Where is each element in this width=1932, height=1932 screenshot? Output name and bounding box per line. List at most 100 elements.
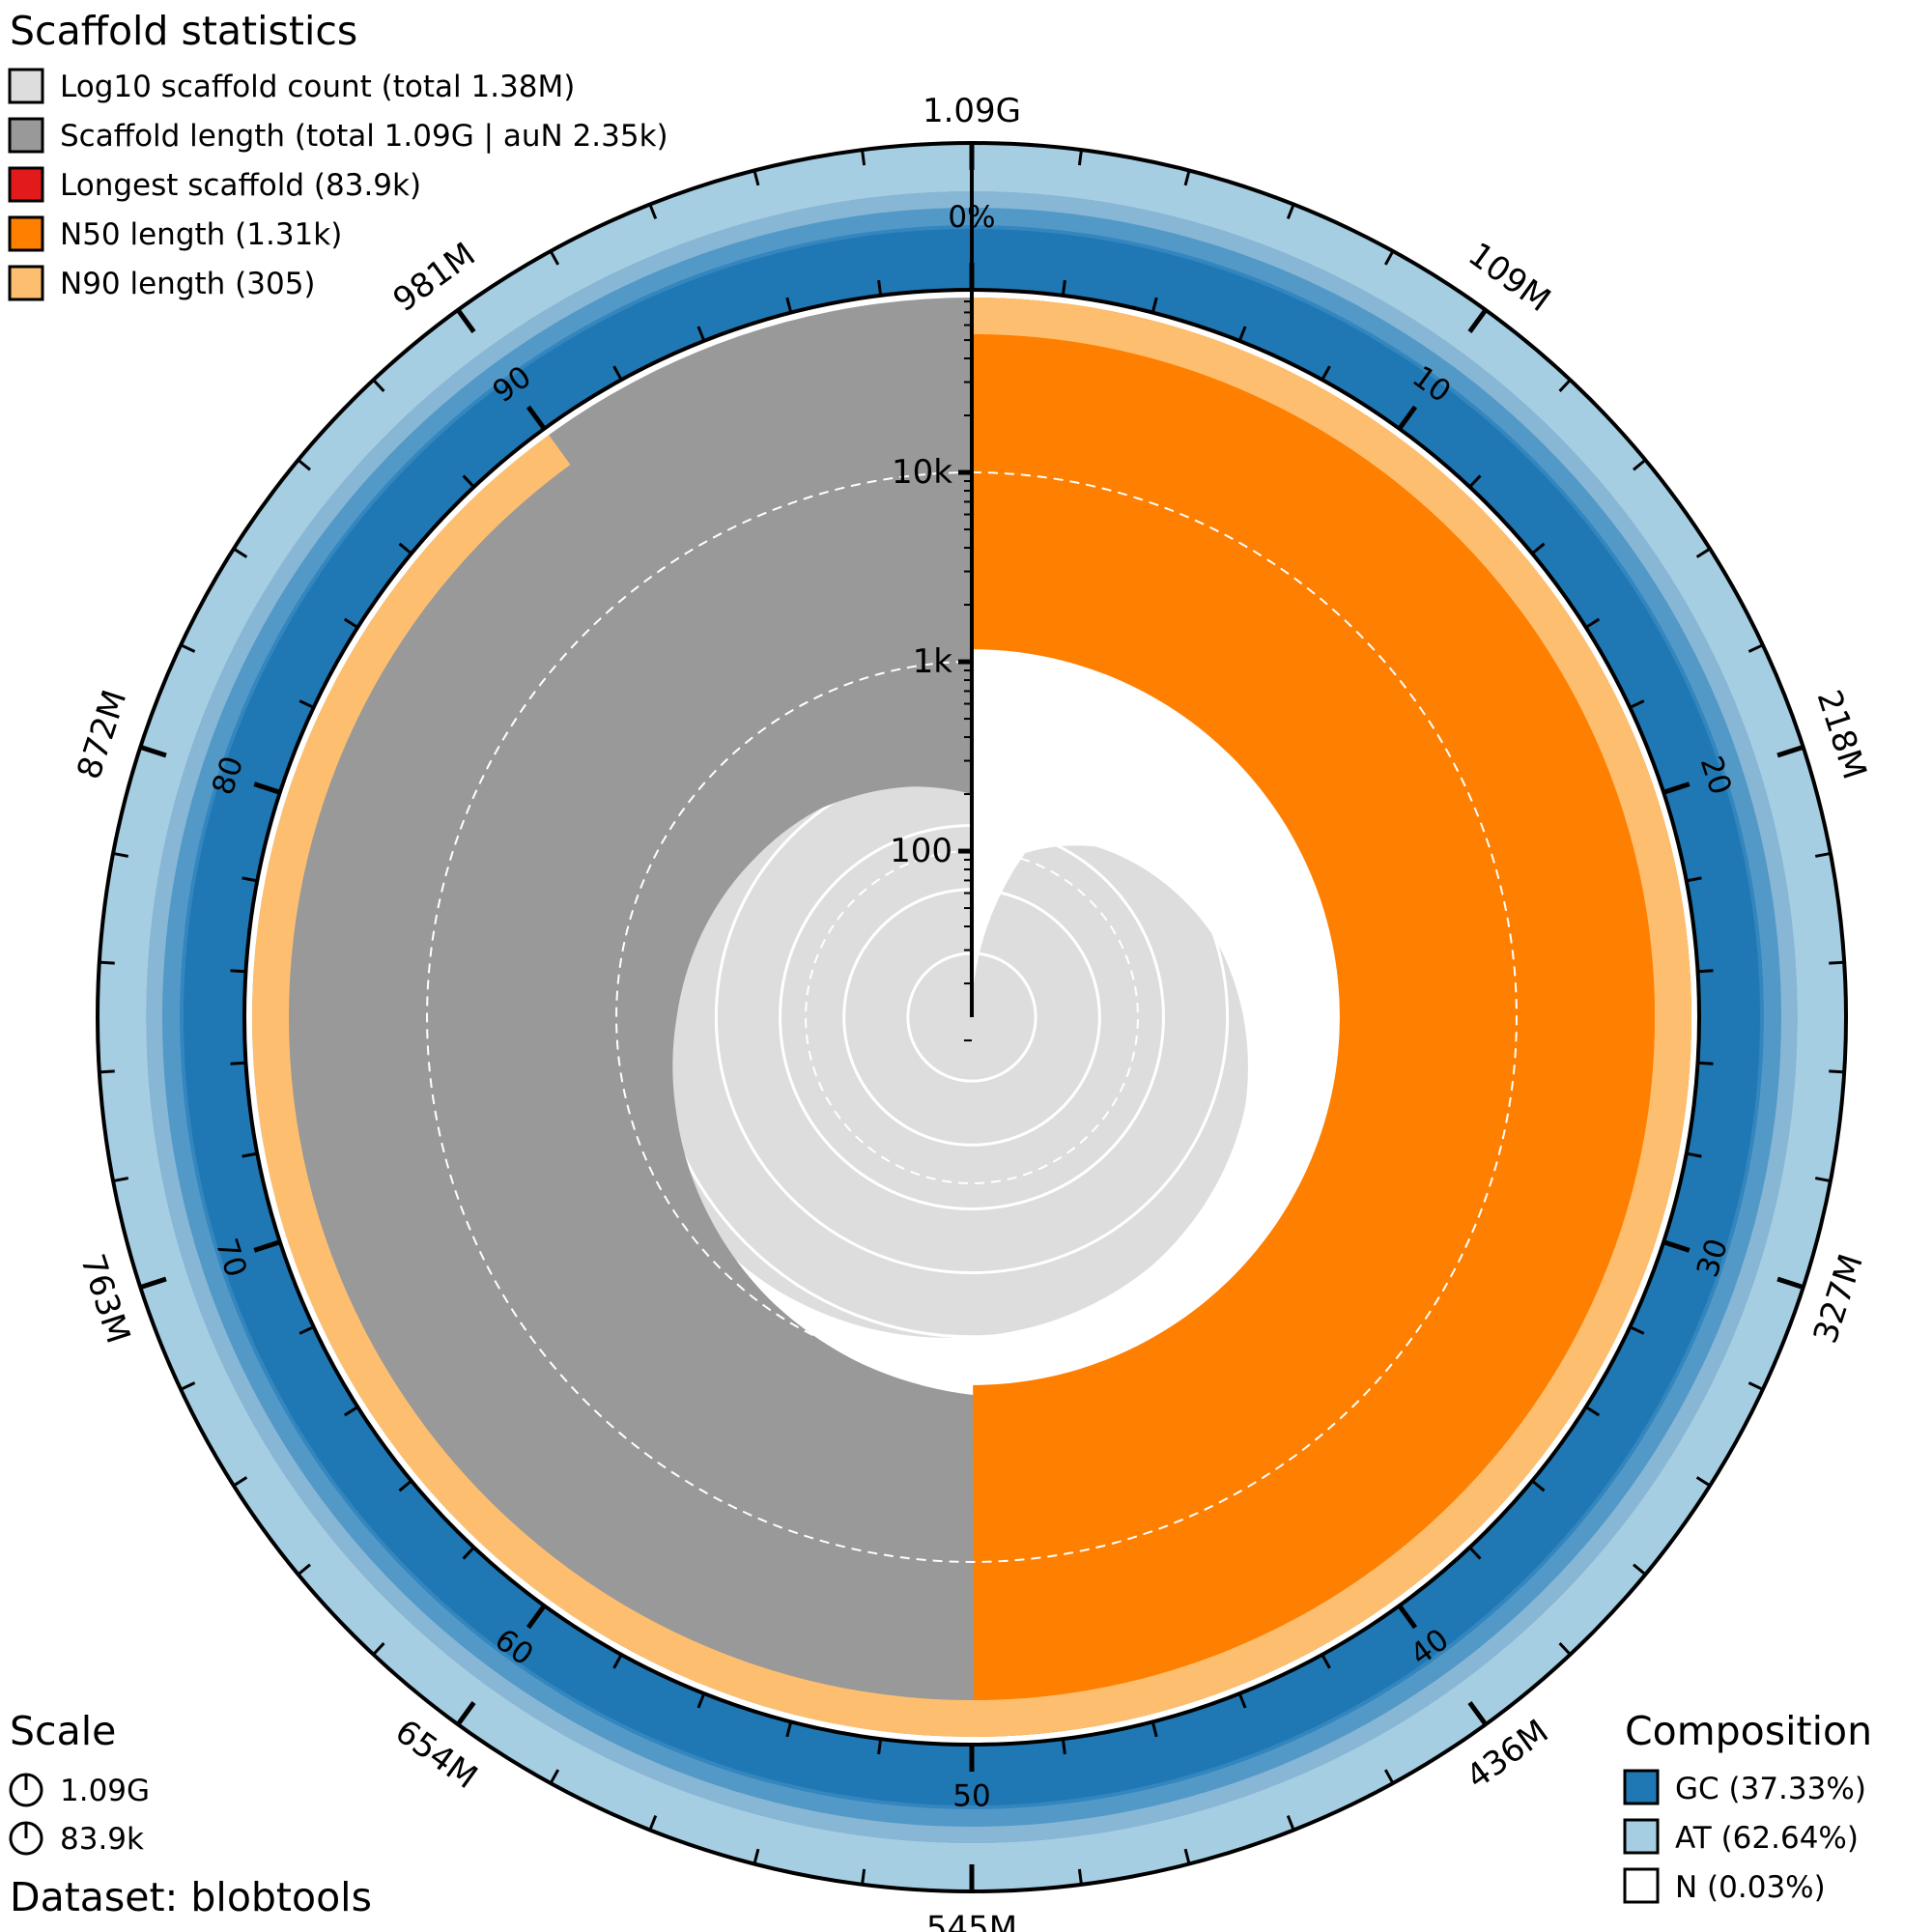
percent-minor-tick bbox=[1531, 542, 1546, 555]
legend-swatch-count bbox=[8, 68, 44, 104]
outer-major-tick bbox=[139, 1276, 167, 1291]
percent-minor-tick bbox=[398, 542, 412, 555]
outer-minor-tick bbox=[1558, 1642, 1572, 1656]
percent-minor-tick bbox=[343, 617, 359, 629]
outer-minor-tick bbox=[648, 204, 658, 219]
percent-minor-tick bbox=[1061, 1738, 1066, 1755]
percent-minor-tick bbox=[1584, 1406, 1601, 1417]
percent-minor-tick bbox=[877, 1738, 883, 1755]
outer-minor-tick bbox=[1829, 1069, 1845, 1074]
composition-label-at: AT (62.64%) bbox=[1675, 1821, 1859, 1856]
percent-minor-tick bbox=[1697, 969, 1714, 974]
outer-tick-label: 218M bbox=[1809, 686, 1874, 784]
outer-minor-tick bbox=[1814, 851, 1832, 858]
scale-title: Scale bbox=[10, 1708, 116, 1754]
percent-minor-tick bbox=[785, 297, 793, 314]
composition-legend: Composition GC (37.33%) AT (62.64%) N (0… bbox=[1623, 1708, 1872, 1905]
outer-minor-tick bbox=[753, 1848, 760, 1864]
outer-major-tick bbox=[456, 308, 476, 333]
nx-bands bbox=[252, 298, 1692, 1737]
percent-minor-tick bbox=[877, 279, 883, 297]
percent-major-tick bbox=[526, 1604, 547, 1630]
outer-major-tick bbox=[456, 1701, 476, 1726]
percent-minor-tick bbox=[1531, 1479, 1546, 1492]
percent-minor-tick bbox=[230, 969, 246, 974]
length-axis-label: 10k bbox=[892, 453, 952, 492]
legend-label-n50: N50 length (1.31k) bbox=[60, 217, 342, 252]
percent-minor-tick bbox=[1151, 297, 1158, 314]
length-axis-label: 100 bbox=[890, 832, 952, 870]
composition-swatch-at bbox=[1623, 1818, 1660, 1855]
outer-major-tick bbox=[1467, 1701, 1488, 1726]
outer-minor-tick bbox=[372, 379, 385, 392]
percent-minor-tick bbox=[1686, 876, 1702, 883]
outer-major-tick bbox=[1776, 1276, 1804, 1291]
outer-major-tick bbox=[139, 744, 167, 758]
percent-tick-label: 50 bbox=[952, 1779, 990, 1814]
outer-minor-tick bbox=[372, 1642, 385, 1656]
axes bbox=[96, 141, 1848, 1893]
percent-minor-tick bbox=[1686, 1151, 1702, 1158]
legend-swatch-longest bbox=[8, 166, 44, 203]
outer-minor-tick bbox=[1183, 1848, 1191, 1864]
outer-minor-tick bbox=[1383, 250, 1395, 266]
outer-minor-tick bbox=[297, 1563, 311, 1577]
outer-major-tick bbox=[1467, 308, 1488, 333]
legend-swatch-n90 bbox=[8, 265, 44, 301]
percent-minor-tick bbox=[242, 1151, 258, 1158]
outer-minor-tick bbox=[1633, 1563, 1647, 1577]
composition-item-gc: GC (37.33%) bbox=[1623, 1769, 1866, 1806]
legend-label-longest: Longest scaffold (83.9k) bbox=[60, 168, 421, 203]
legend-label-length: Scaffold length (total 1.09G | auN 2.35k… bbox=[60, 119, 668, 154]
composition-title: Composition bbox=[1625, 1708, 1872, 1754]
percent-minor-tick bbox=[230, 1061, 246, 1065]
percent-minor-tick bbox=[298, 699, 315, 709]
outer-minor-tick bbox=[1077, 149, 1083, 166]
length-reference-arc bbox=[615, 661, 1329, 1374]
percent-minor-tick bbox=[1468, 1546, 1482, 1560]
composition-item-at: AT (62.64%) bbox=[1623, 1818, 1859, 1856]
outer-minor-tick bbox=[1183, 170, 1191, 186]
outer-minor-tick bbox=[1695, 547, 1711, 558]
percent-minor-tick bbox=[612, 1654, 623, 1669]
outer-minor-tick bbox=[297, 458, 311, 471]
legend-item-count: Log10 scaffold count (total 1.38M) bbox=[8, 68, 575, 104]
composition-swatch-n bbox=[1623, 1867, 1660, 1904]
composition-swatch-gc bbox=[1623, 1769, 1660, 1805]
outer-minor-tick bbox=[112, 1177, 129, 1183]
percent-minor-tick bbox=[1237, 326, 1247, 342]
legend-item-n50: N50 length (1.31k) bbox=[8, 215, 342, 252]
legend-label-n90: N90 length (305) bbox=[60, 267, 316, 301]
percent-major-tick bbox=[1662, 781, 1690, 795]
percent-minor-tick bbox=[1321, 1654, 1331, 1669]
outer-minor-tick bbox=[1286, 204, 1295, 219]
outer-major-tick bbox=[1776, 744, 1804, 758]
percent-minor-tick bbox=[1237, 1692, 1247, 1709]
legend: Log10 scaffold count (total 1.38M) Scaff… bbox=[8, 68, 668, 301]
percent-major-tick bbox=[1397, 405, 1418, 431]
outer-minor-tick bbox=[648, 1815, 658, 1831]
outer-tick-label: 545M bbox=[926, 1910, 1017, 1932]
legend-item-longest: Longest scaffold (83.9k) bbox=[8, 166, 421, 203]
percent-minor-tick bbox=[462, 474, 475, 489]
outer-tick-label: 327M bbox=[1806, 1250, 1871, 1349]
percent-minor-tick bbox=[1321, 365, 1331, 381]
percent-minor-tick bbox=[298, 1325, 315, 1335]
length-axis-label: 1k bbox=[913, 642, 953, 681]
outer-tick-label: 872M bbox=[70, 686, 134, 784]
length-reference-arc bbox=[426, 471, 1518, 1563]
outer-minor-tick bbox=[1829, 960, 1845, 965]
outer-minor-tick bbox=[1383, 1769, 1395, 1784]
scale-item-total: 1.09G bbox=[9, 1773, 150, 1808]
percent-major-tick bbox=[1662, 1239, 1690, 1253]
percent-major-tick bbox=[253, 1239, 281, 1253]
percent-minor-tick bbox=[1151, 1720, 1158, 1738]
legend-item-n90: N90 length (305) bbox=[8, 265, 316, 301]
scale-item-longest: 83.9k bbox=[9, 1821, 144, 1857]
percent-minor-tick bbox=[785, 1720, 793, 1738]
outer-minor-tick bbox=[1558, 379, 1572, 392]
percent-minor-tick bbox=[1629, 1325, 1645, 1335]
outer-minor-tick bbox=[112, 851, 129, 858]
percent-major-tick bbox=[1397, 1604, 1418, 1630]
